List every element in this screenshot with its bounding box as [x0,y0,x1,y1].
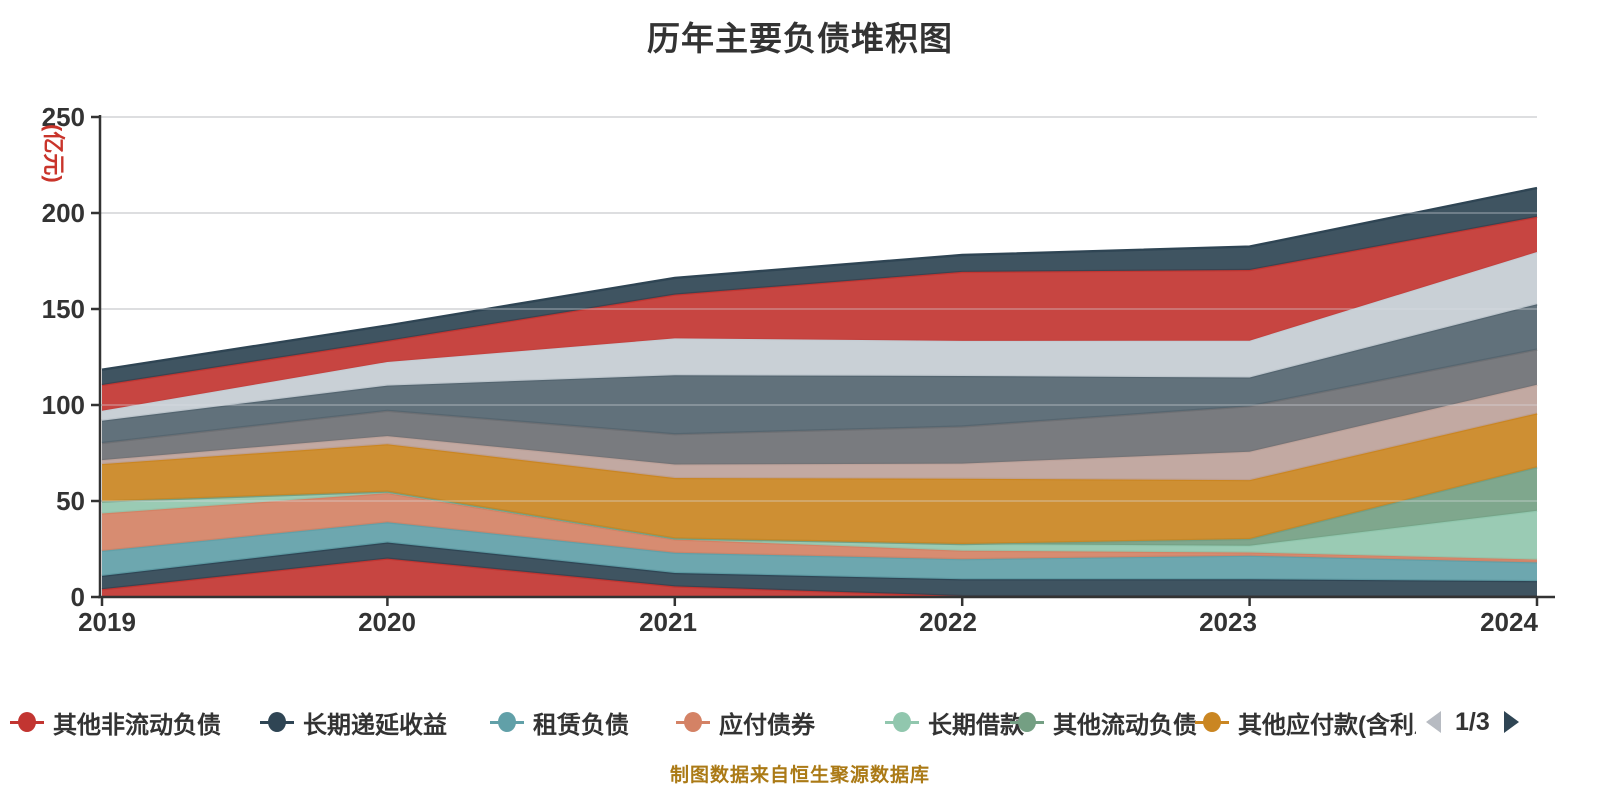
area-series-9 [102,349,1537,465]
legend-pager-prev-icon[interactable] [1426,711,1441,733]
x-axis-label: 2021 [639,607,697,637]
area-series-2 [102,542,1537,597]
y-axis-label: 100 [42,390,85,420]
legend-line-dot-icon [1010,711,1044,733]
legend-item-1[interactable]: 其他非流动负债 [10,700,221,744]
area-series-3 [102,522,1537,582]
legend-line-dot-icon [490,711,524,733]
legend-marker-dot [893,712,911,732]
area-series-12 [102,216,1537,411]
x-axis-label: 2019 [78,607,136,637]
legend-marker-dot [498,712,516,732]
y-axis-label: 50 [56,486,85,516]
y-axis-label: 200 [42,198,85,228]
area-series-1 [102,558,1537,597]
legend-pager: 1/3 [1426,700,1519,744]
legend-item-7[interactable]: 其他应付款(含利息 [1195,700,1416,744]
legend-pager-indicator: 1/3 [1455,707,1490,736]
area-series-11 [102,252,1537,421]
legend-item-5[interactable]: 长期借款 [885,700,1024,744]
legend-item-label: 其他非流动负债 [53,711,221,739]
y-axis-label: 0 [71,582,85,612]
legend-item-6[interactable]: 其他流动负债 [1010,700,1197,744]
legend-line-dot-icon [10,711,44,733]
legend-pager-next-icon[interactable] [1503,711,1519,733]
data-source-note: 制图数据来自恒生聚源数据库 [669,765,930,786]
area-series-8 [102,384,1537,481]
page-title: 历年主要负债堆积图 [647,20,953,57]
legend-item-3[interactable]: 租赁负债 [490,700,629,744]
legend-marker-dot [268,712,286,732]
x-axis-label: 2020 [358,607,416,637]
legend-item-4[interactable]: 应付债券 [676,700,815,744]
legend-item-2[interactable]: 长期递延收益 [260,700,447,744]
y-axis-label: 150 [42,294,85,324]
y-axis-label: 250 [42,102,85,132]
area-series-10 [102,304,1537,443]
legend-line-dot-icon [676,711,710,733]
legend-line-dot-icon [1195,711,1229,733]
x-axis-label: 2022 [919,607,977,637]
x-axis-label: 2023 [1199,607,1257,637]
legend-bar: 其他非流动负债 长期递延收益 租赁负债 应付债券 长期借款 其他流动负债 其他应付款(含利息… [0,700,1600,744]
y-axis-unit-label: (亿元) [41,124,66,183]
legend-line-dot-icon [885,711,919,733]
line-series-13 [101,186,1538,371]
x-axis-label: 2024 [1480,607,1538,637]
legend-line-dot-icon [260,711,294,733]
area-series-5 [102,491,1537,560]
legend-item-label: 长期借款 [928,711,1024,739]
legend-item-label: 应付债券 [719,711,815,739]
legend-marker-dot [1203,712,1221,732]
legend-marker-dot [684,712,702,732]
area-series-4 [102,493,1537,563]
legend-marker-dot [1018,712,1036,732]
legend-item-label: 长期递延收益 [303,711,447,739]
legend-item-label: 租赁负债 [533,711,629,739]
legend-item-label: 其他流动负债 [1053,711,1197,739]
legend-item-label: 其他应付款(含利息 [1238,711,1416,739]
legend-marker-dot [18,712,36,732]
